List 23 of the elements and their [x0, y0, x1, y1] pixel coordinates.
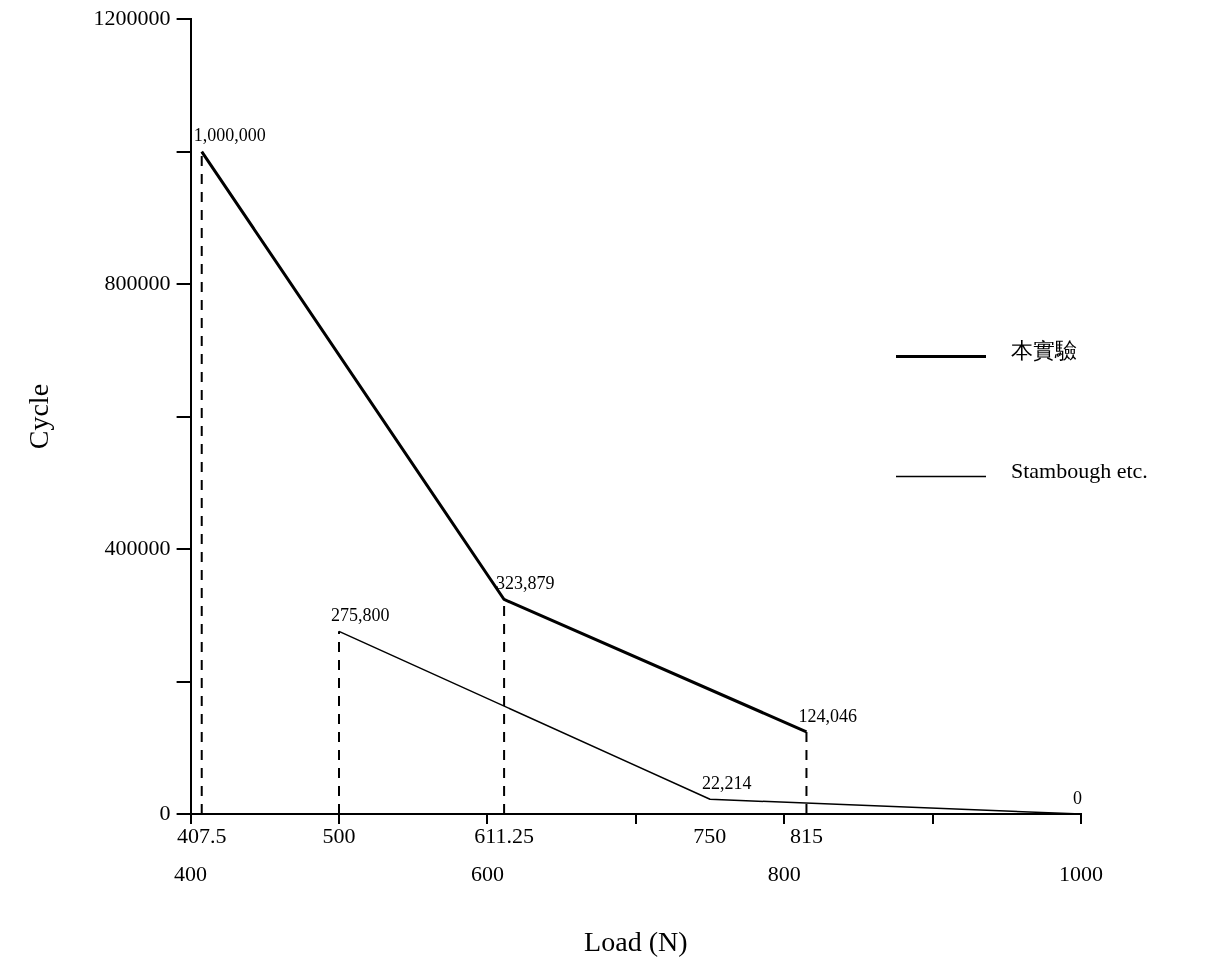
legend-label: Stambough etc. [1011, 458, 1148, 484]
y-tick-label: 0 [159, 799, 171, 825]
x-axis-title: Load (N) [584, 925, 688, 957]
y-tick-label: 1200000 [93, 4, 171, 30]
ref-line-label: 500 [322, 822, 356, 848]
y-tick-label: 800000 [104, 269, 171, 295]
ref-line-label: 611.25 [474, 822, 534, 848]
data-label: 124,046 [798, 705, 857, 726]
data-label: 275,800 [331, 605, 390, 626]
y-axis-title: Cycle [23, 383, 55, 450]
legend-label: 本實驗 [1011, 338, 1077, 364]
data-label: 0 [1073, 787, 1082, 808]
ref-line-label: 815 [789, 822, 823, 848]
y-tick-label: 400000 [104, 534, 171, 560]
data-label: 22,214 [702, 773, 752, 794]
data-label: 323,879 [496, 573, 555, 594]
x-tick-label: 600 [470, 860, 504, 886]
x-tick-label: 1000 [1059, 860, 1103, 886]
x-tick-label: 800 [767, 860, 801, 886]
text: 750 [693, 822, 727, 848]
ref-line-label: 407.5 [176, 822, 227, 848]
x-tick-label: 400 [174, 860, 208, 886]
data-label: 1,000,000 [193, 125, 266, 146]
